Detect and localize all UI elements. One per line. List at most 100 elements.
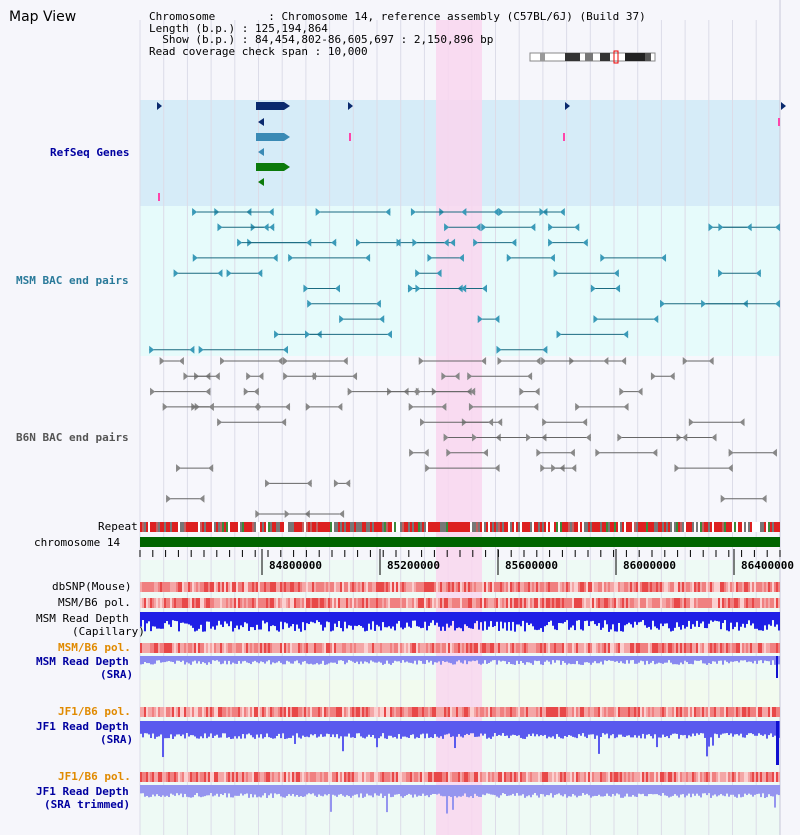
dbsnp-segment [368,582,370,592]
track-label-msm-depth-sra[interactable]: MSM Read Depth [36,655,129,668]
msm-depth-cap-bar [694,612,696,627]
msm-depth-sra-bar [592,656,594,663]
msm-depth-cap-bar [680,612,682,630]
bac-end [688,418,694,427]
dbsnp-segment [346,582,348,592]
repeat-segment [672,522,674,532]
jf1-b6-pol-segment [176,707,178,717]
msm-depth-cap-bar [168,612,170,625]
msm-b6-pol-sra-segment [718,643,720,653]
jf1-depth-sra-bar [410,721,412,735]
msm-b6-pol-sra-segment [448,643,450,653]
jf1-b6-pol-segment [660,707,662,717]
dbsnp-segment [232,582,234,592]
msm-b6-pol-segment [644,598,646,608]
bac-end [701,299,707,308]
track-label-jf1-b6-pol[interactable]: JF1/B6 pol. [58,705,131,718]
track-label-jf1-depth-trim[interactable]: JF1 Read Depth [36,785,129,798]
dbsnp-segment [548,582,550,592]
msm-depth-sra-bar [386,656,388,661]
track-label-jf1-depth-sra[interactable]: JF1 Read Depth [36,720,129,733]
jf1-depth-trim-bar [310,785,312,795]
track-label-msm-b6-pol[interactable]: MSM/B6 pol. [58,596,131,609]
msm-depth-cap-bar [342,612,344,632]
jf1-b6-pol-segment [714,707,716,717]
msm-b6-pol-sra-segment [196,643,198,653]
msm-b6-pol-sra-segment [266,643,268,653]
dbsnp-segment [764,582,766,592]
track-label-jf1-b6-pol-2[interactable]: JF1/B6 pol. [58,770,131,783]
jf1-depth-trim-bar [638,785,640,794]
jf1-depth-trim-bar [510,785,512,796]
jf1-depth-trim-bar [730,785,732,795]
jf1-b6-pol-2-segment [298,772,300,782]
msm-b6-pol-segment [216,598,218,608]
jf1-depth-sra-bar [320,721,322,735]
jf1-b6-pol-2-segment [396,772,398,782]
track-label-repeat[interactable]: Repeat [98,520,138,533]
dbsnp-segment [220,582,222,592]
dbsnp-segment [244,582,246,592]
jf1-b6-pol-segment [682,707,684,717]
repeat-segment [452,522,454,532]
msm-depth-cap-bar [416,612,418,627]
repeat-segment [266,522,268,532]
jf1-b6-pol-segment [736,707,738,717]
repeat-segment [756,522,758,532]
msm-b6-pol-sra-segment [652,643,654,653]
repeat-segment [612,522,614,532]
repeat-segment [456,522,458,532]
jf1-b6-pol-2-segment [444,772,446,782]
repeat-segment [166,522,168,532]
msm-depth-cap-bar [474,612,476,624]
track-label-msm-depth-cap[interactable]: MSM Read Depth [36,612,129,625]
jf1-b6-pol-segment [450,707,452,717]
msm-b6-pol-segment [596,598,598,608]
bac-end [553,269,559,278]
jf1-b6-pol-segment [230,707,232,717]
repeat-segment [700,522,702,532]
jf1-b6-pol-2-segment [392,772,394,782]
jf1-depth-trim-bar [434,785,436,794]
jf1-b6-pol-2-segment [144,772,146,782]
msm-b6-pol-sra-segment [422,643,424,653]
msm-depth-cap-bar [506,612,508,631]
jf1-b6-pol-2-segment [684,772,686,782]
jf1-depth-sra-bar [662,721,664,735]
jf1-b6-pol-2-segment [762,772,764,782]
jf1-b6-pol-segment [766,707,768,717]
msm-b6-pol-sra-segment [216,643,218,653]
jf1-depth-sra-bar [580,721,582,736]
msm-depth-sra-bar [608,656,610,661]
repeat-segment [200,522,202,532]
msm-b6-pol-segment [436,598,438,608]
jf1-depth-sra-bar [700,721,702,734]
repeat-segment [506,522,508,532]
track-label-msm-b6-pol-sra[interactable]: MSM/B6 pol. [58,641,131,654]
repeat-segment [558,522,560,532]
msm-depth-cap-bar [408,612,410,627]
track-label-dbsnp[interactable]: dbSNP(Mouse) [52,580,132,593]
track-label-refseq[interactable]: RefSeq Genes [50,146,130,159]
jf1-b6-pol-segment [632,707,634,717]
msm-depth-cap-bar [510,612,512,631]
jf1-depth-trim-bar [676,785,678,796]
msm-depth-cap-bar [264,612,266,624]
jf1-depth-trim-bar [204,785,206,797]
msm-b6-pol-segment [580,598,582,608]
repeat-segment [368,522,370,532]
jf1-depth-trim-bar [362,785,364,798]
msm-depth-sra-bar [370,656,372,661]
msm-b6-pol-segment [258,598,260,608]
track-label-msm-bac[interactable]: MSM BAC end pairs [16,274,129,287]
jf1-b6-pol-2-segment [522,772,524,782]
jf1-depth-trim-bar [710,785,712,798]
track-label-b6n-bac[interactable]: B6N BAC end pairs [16,431,129,444]
jf1-b6-pol-segment [260,707,262,717]
jf1-b6-pol-2-segment [160,772,162,782]
msm-b6-pol-segment [170,598,172,608]
msm-depth-cap-bar [294,612,296,631]
msm-b6-pol-sra-segment [176,643,178,653]
dbsnp-segment [622,582,624,592]
